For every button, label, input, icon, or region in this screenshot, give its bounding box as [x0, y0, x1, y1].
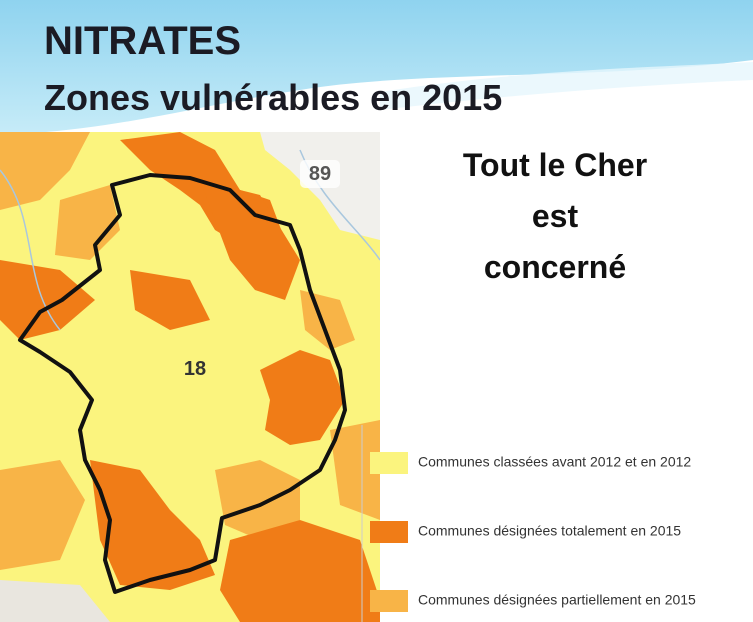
map-zone: [55, 185, 120, 260]
map-zone: [200, 180, 300, 300]
message-line: est: [532, 198, 579, 234]
map-zone: [330, 420, 380, 520]
legend-swatch: [370, 521, 408, 543]
map-zone: [90, 460, 215, 590]
legend-label: Communes désignées partiellement en 2015: [418, 592, 696, 608]
map-zone: [0, 132, 90, 210]
map-outside: [0, 580, 110, 622]
department-outline: [18, 173, 347, 594]
map-label: 89: [309, 163, 331, 185]
header-band: [0, 0, 753, 135]
legend: Communes classées avant 2012 et en 2012 C…: [361, 425, 696, 622]
legend-label: Communes désignées totalement en 2015: [418, 523, 681, 539]
message: Tout le Cher est concerné: [463, 147, 647, 285]
message-line: Tout le Cher: [463, 147, 647, 183]
legend-label: Communes classées avant 2012 et en 2012: [418, 454, 691, 470]
legend-swatch: [370, 590, 408, 612]
subtitle: Zones vulnérables en 2015: [44, 77, 502, 118]
map-zone: [130, 270, 210, 330]
map-zone: [0, 460, 85, 570]
map-zone: [220, 520, 380, 622]
map-label: 18: [184, 358, 206, 380]
map: 89 18: [0, 132, 380, 622]
legend-swatch: [370, 452, 408, 474]
map-zone: [0, 260, 95, 340]
map-zone: [260, 350, 345, 445]
title: NITRATES: [44, 19, 241, 63]
header-wave: [380, 62, 753, 110]
map-label-box: [300, 160, 340, 188]
map-zone: [215, 460, 300, 540]
message-line: concerné: [484, 249, 626, 285]
